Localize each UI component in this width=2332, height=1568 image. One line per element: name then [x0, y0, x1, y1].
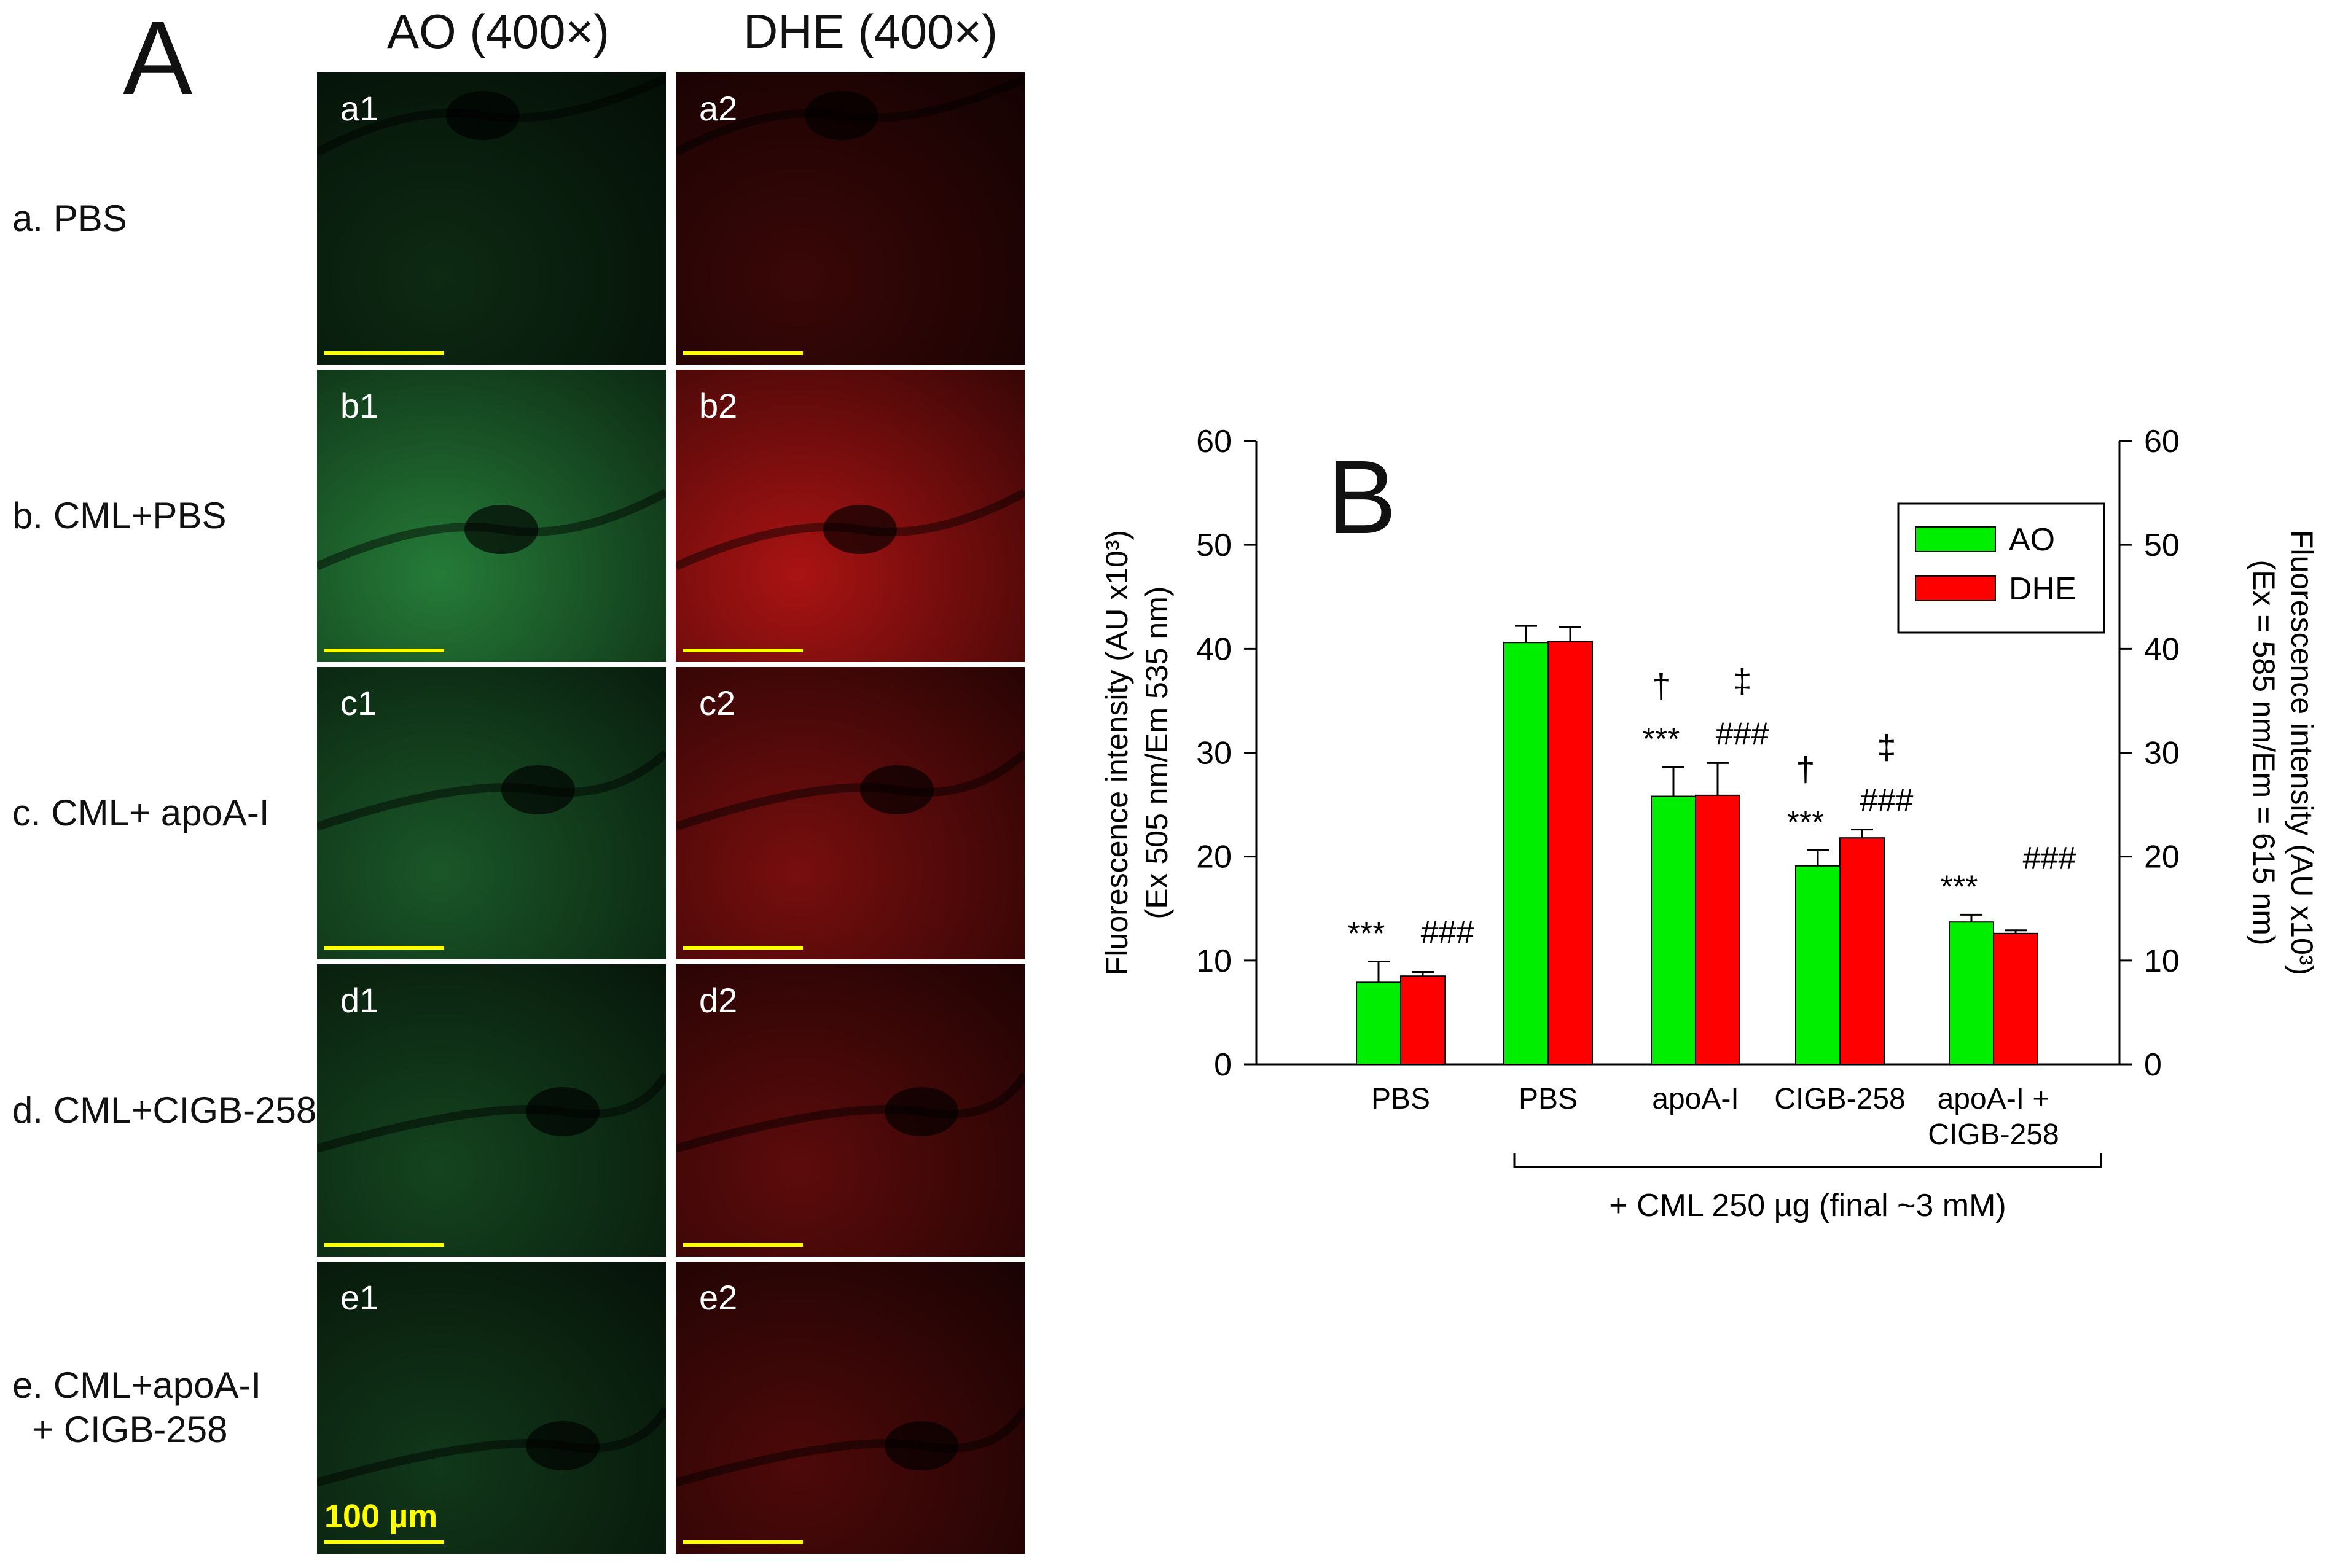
micrograph-c1: c1	[317, 667, 666, 959]
significance-mark: ***	[1941, 869, 1978, 905]
legend-box	[1897, 502, 2105, 634]
legend-label-ao: AO	[2009, 522, 2055, 558]
panel-a-letter: A	[123, 0, 193, 117]
left-tick-label: 20	[1196, 840, 1232, 875]
scale-bar	[324, 946, 444, 950]
scale-bar	[324, 351, 444, 355]
micrograph-label-d2: d2	[699, 981, 738, 1020]
category-label: PBS	[1371, 1083, 1430, 1115]
micrograph-label-e2: e2	[699, 1278, 738, 1317]
scale-bar	[683, 1540, 803, 1544]
scale-bar	[683, 351, 803, 355]
row-label-b: b. CML+PBS	[12, 495, 227, 536]
significance-mark: ***	[1348, 916, 1385, 952]
significance-mark: ‡	[1877, 728, 1896, 766]
bar-dhe	[1695, 794, 1740, 1065]
bar-dhe	[1993, 932, 2038, 1065]
row-label-d: d. CML+CIGB-258	[12, 1090, 317, 1131]
bar-ao	[1503, 642, 1549, 1065]
micrograph-b1: b1	[317, 370, 666, 662]
right-tick-label: 60	[2144, 424, 2180, 459]
micrograph-d2: d2	[676, 964, 1025, 1257]
left-tick-label: 30	[1196, 736, 1232, 771]
left-axis-title: Fluorescence intensity (AU x10³)	[1100, 530, 1134, 975]
row-label-c: c. CML+ apoA-I	[12, 792, 270, 833]
significance-mark: †	[1651, 666, 1670, 705]
scale-bar	[683, 649, 803, 652]
category-label: CIGB-258	[1928, 1118, 2059, 1151]
left-tick-label: 10	[1196, 943, 1232, 979]
micrograph-c2: c2	[676, 667, 1025, 959]
category-label: apoA-I +	[1938, 1083, 2050, 1115]
cml-bracket	[1513, 1153, 2102, 1168]
micrograph-b2: b2	[676, 370, 1025, 662]
bar-dhe	[1839, 837, 1885, 1065]
right-axis-title: Fluorescence intensity (AU x10³)	[2285, 530, 2319, 975]
micrograph-label-c2: c2	[699, 684, 736, 722]
category-label: CIGB-258	[1774, 1083, 1905, 1115]
significance-mark: ***	[1787, 805, 1825, 841]
bar-ao	[1356, 981, 1401, 1065]
dhe-column-header: DHE (400×)	[743, 4, 998, 58]
right-tick-label: 30	[2144, 736, 2180, 771]
category-label: PBS	[1519, 1083, 1578, 1115]
scale-bar	[324, 1243, 444, 1247]
micrograph-d1: d1	[317, 964, 666, 1257]
category-label: apoA-I	[1652, 1083, 1739, 1115]
bar-dhe	[1400, 975, 1446, 1065]
panel-b-letter: B	[1327, 439, 1397, 556]
legend-label-dhe: DHE	[2009, 571, 2076, 607]
micrograph-label-d1: d1	[340, 981, 379, 1020]
right-tick-label: 50	[2144, 528, 2180, 563]
scale-bar	[324, 649, 444, 652]
bar-ao	[1949, 921, 1994, 1065]
scale-bar	[324, 1540, 444, 1544]
legend-swatch-dhe	[1915, 575, 1996, 601]
scale-bar	[683, 946, 803, 950]
right-tick-label: 40	[2144, 631, 2180, 667]
significance-mark: †	[1796, 750, 1815, 789]
scale-bar-label: 100 µm	[324, 1498, 438, 1535]
ao-column-header: AO (400×)	[387, 4, 610, 58]
significance-mark: ###	[1716, 716, 1769, 752]
fluorescence-bar-chart: 0 0 10 10 20 20 30 30 40 40 50 50 60 60 Fluorescence i…	[1100, 424, 2319, 1223]
significance-mark: ###	[1421, 915, 1474, 951]
micrograph-e1: e1 100 µm	[317, 1262, 666, 1554]
right-tick-label: 0	[2144, 1047, 2162, 1083]
bar-dhe	[1547, 641, 1593, 1066]
row-label-e: e. CML+apoA-I + CIGB-258	[12, 1365, 262, 1450]
significance-mark: ‡	[1732, 661, 1751, 700]
bar-ao	[1795, 865, 1841, 1065]
micrograph-a1: a1	[317, 72, 666, 365]
micrograph-label-c1: c1	[340, 684, 377, 722]
micrograph-e2: e2	[676, 1262, 1025, 1554]
micrograph-label-b1: b1	[340, 386, 379, 425]
micrograph-label-b2: b2	[699, 386, 738, 425]
significance-mark: ###	[1860, 783, 1914, 819]
micrograph-label-a1: a1	[340, 89, 379, 128]
cml-bracket-label: + CML 250 µg (final ~3 mM)	[1609, 1188, 2006, 1223]
right-axis-subtitle: (Ex = 585 nm/Em = 615 nm)	[2247, 560, 2281, 945]
left-tick-label: 0	[1214, 1047, 1232, 1083]
left-tick-label: 60	[1196, 424, 1232, 459]
right-tick-label: 20	[2144, 840, 2180, 875]
left-axis-subtitle: (Ex 505 nm/Em 535 nm)	[1140, 587, 1174, 919]
micrograph-label-e1: e1	[340, 1278, 379, 1317]
left-tick-label: 40	[1196, 631, 1232, 667]
scale-bar	[683, 1243, 803, 1247]
micrograph-label-a2: a2	[699, 89, 738, 128]
left-tick-label: 50	[1196, 528, 1232, 563]
micrograph-a2: a2	[676, 72, 1025, 365]
legend-swatch-ao	[1915, 526, 1996, 552]
significance-mark: ###	[2023, 841, 2076, 876]
right-tick-label: 10	[2144, 943, 2180, 979]
bar-ao	[1651, 795, 1696, 1065]
significance-mark: ***	[1643, 722, 1680, 757]
row-label-a: a. PBS	[12, 198, 127, 239]
